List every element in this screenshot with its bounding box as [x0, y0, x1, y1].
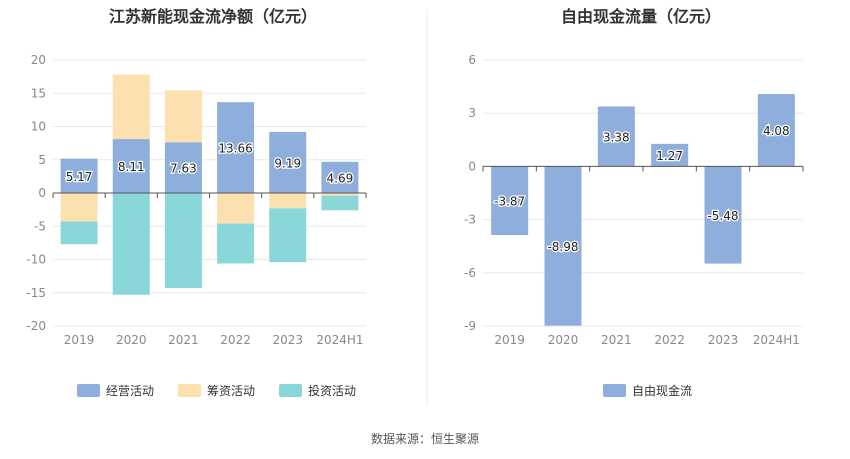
x-axis — [52, 192, 367, 198]
legend-swatch — [178, 384, 201, 397]
legend-swatch — [77, 384, 100, 397]
bar-2024H1 — [321, 195, 359, 211]
bar-2021 — [164, 90, 202, 143]
y-axis-ticks: 6 3 0 -3 -6 -9 — [464, 53, 476, 333]
bar-2020 — [544, 166, 582, 326]
x-tick-label: 2021 — [601, 333, 632, 347]
y-tick-label: 0 — [468, 159, 476, 173]
y-grid — [483, 59, 803, 327]
y-tick-label: 6 — [468, 53, 476, 67]
x-axis-ticks: 2019 2020 2021 2022 2023 2024H1 — [494, 333, 800, 347]
legend-item[interactable]: 自由现金流 — [603, 383, 692, 398]
x-tick-label: 2023 — [708, 333, 739, 347]
bar-2020 — [112, 139, 150, 193]
bar-2024H1 — [321, 161, 359, 193]
bar-2024H1 — [757, 94, 795, 167]
y-tick-label: 0 — [38, 186, 46, 200]
data-label: 9.19 — [274, 156, 301, 170]
data-label: 3.38 — [603, 130, 630, 144]
y-tick-label: -15 — [26, 286, 46, 300]
x-tick-label: 2019 — [64, 333, 95, 347]
y-tick-label: 5 — [38, 153, 46, 167]
legend-label: 经营活动 — [106, 384, 154, 398]
bars — [491, 94, 795, 326]
data-label: 1.27 — [656, 149, 683, 163]
legend-item[interactable]: 投资活动 — [279, 383, 356, 398]
legend-label: 筹资活动 — [207, 384, 255, 398]
data-label: 4.08 — [763, 124, 790, 138]
x-tick-label: 2019 — [494, 333, 525, 347]
x-tick-label: 2022 — [220, 333, 251, 347]
legend-item[interactable]: 筹资活动 — [178, 384, 255, 398]
legend-swatch — [279, 384, 302, 397]
data-label: 4.69 — [327, 171, 354, 185]
data-label: 13.66 — [218, 142, 252, 156]
y-tick-label: 3 — [468, 106, 476, 120]
y-tick-label: 15 — [31, 86, 46, 100]
legend-label: 自由现金流 — [632, 383, 692, 398]
data-label: 5.17 — [66, 170, 93, 184]
data-label: 8.11 — [118, 160, 145, 174]
bar-2019 — [60, 158, 98, 193]
x-tick-label: 2021 — [168, 333, 199, 347]
bar-2024H1 — [321, 193, 359, 196]
y-axis-ticks: 20 15 10 5 0 -5 -10 -15 -20 — [26, 53, 46, 333]
bar-2019 — [491, 166, 529, 236]
y-tick-label: -20 — [26, 319, 46, 333]
data-label: -8.98 — [547, 240, 578, 254]
x-tick-label: 2023 — [272, 333, 303, 347]
bar-2023 — [269, 208, 307, 263]
x-tick-label: 2024H1 — [316, 333, 363, 347]
bar-2023 — [269, 193, 307, 209]
data-labels: -3.87 -8.98 3.38 1.27 -5.48 4.08 — [493, 123, 791, 255]
free-cash-flow-chart: 自由现金流量（亿元） 6 3 0 -3 -6 -9 2019 2020 2021 2022 202… — [464, 7, 804, 398]
y-tick-label: -9 — [464, 319, 476, 333]
bar-2021 — [164, 142, 202, 193]
bar-2020 — [112, 193, 150, 295]
y-tick-label: -6 — [464, 266, 476, 280]
bars — [60, 74, 359, 295]
bar-2022 — [217, 223, 255, 264]
y-tick-label: 20 — [31, 53, 46, 67]
legend-item[interactable]: 经营活动 — [77, 384, 154, 398]
y-grid — [53, 59, 366, 327]
y-tick-label: -3 — [464, 213, 476, 227]
bar-2021 — [164, 193, 202, 289]
data-label: -5.48 — [707, 209, 738, 223]
y-tick-label: -5 — [34, 219, 46, 233]
legend[interactable]: 自由现金流 — [603, 383, 692, 398]
x-axis — [482, 165, 804, 172]
data-labels: 5.17 8.11 7.63 13.66 9.19 4.69 — [64, 140, 354, 186]
data-source: 数据来源：恒生聚源 — [371, 431, 479, 446]
bar-2022 — [651, 143, 689, 167]
x-tick-label: 2022 — [654, 333, 685, 347]
data-label: 7.63 — [170, 162, 197, 176]
y-tick-label: 10 — [31, 120, 46, 134]
bar-2020 — [112, 74, 150, 140]
x-tick-label: 2020 — [116, 333, 147, 347]
x-tick-label: 2020 — [548, 333, 579, 347]
bar-2019 — [60, 193, 98, 222]
x-tick-label: 2024H1 — [753, 333, 800, 347]
data-label: -3.87 — [494, 195, 525, 209]
bar-2023 — [704, 166, 742, 264]
legend-label: 投资活动 — [308, 383, 356, 398]
chart-title: 自由现金流量（亿元） — [561, 7, 721, 26]
y-tick-label: -10 — [26, 253, 46, 267]
bar-2021 — [597, 106, 635, 167]
legend[interactable]: 经营活动 筹资活动 投资活动 — [77, 383, 356, 398]
bar-2022 — [217, 193, 255, 224]
x-axis-ticks: 2019 2020 2021 2022 2023 2024H1 — [64, 333, 364, 347]
bar-2023 — [269, 131, 307, 193]
legend-swatch — [603, 384, 626, 397]
chart-title: 江苏新能现金流净额（亿元） — [109, 7, 317, 26]
bar-2022 — [217, 102, 255, 193]
bar-2019 — [60, 221, 98, 245]
